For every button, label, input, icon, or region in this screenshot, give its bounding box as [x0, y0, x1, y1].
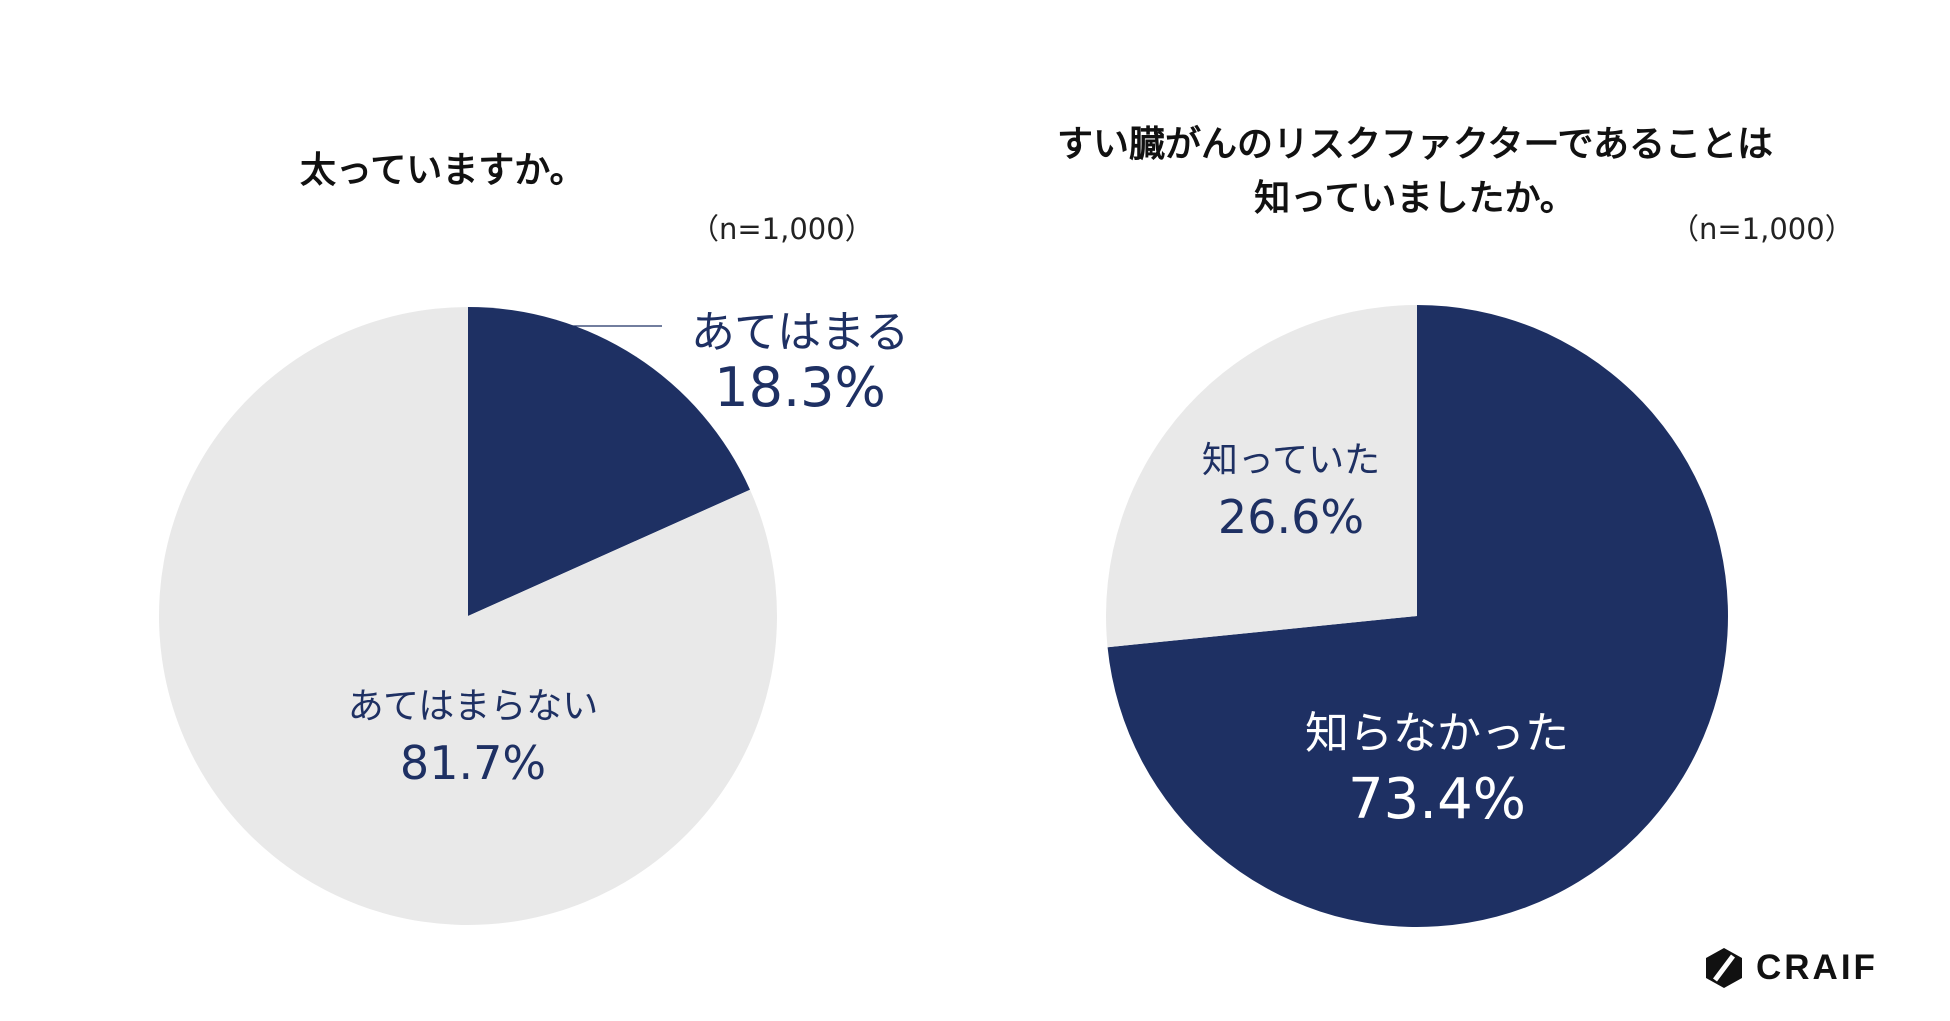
chart1-slice-atehamaranai	[158, 307, 777, 925]
chart2-slice-shitteita	[1106, 305, 1417, 648]
chart2-label-shiranakatta: 知らなかった	[1305, 708, 1569, 759]
chart2-title-line2: 知っていましたか。	[1254, 178, 1576, 219]
craif-logo: CRAIF	[1704, 945, 1878, 991]
chart2-value-shiranakatta: 73.4%	[1348, 767, 1526, 832]
logo-text: CRAIF	[1756, 948, 1878, 987]
chart1-pie	[158, 307, 777, 925]
hexagon-slash-icon	[1706, 948, 1742, 988]
chart1-title: 太っていますか。	[300, 150, 586, 191]
chart2-title-line1: すい臓がんのリスクファクターであることは	[1056, 124, 1774, 165]
chart2-title: すい臓がんのリスクファクターであることは 知っていましたか。	[1015, 118, 1815, 226]
chart2-sample-size: （n=1,000）	[1670, 212, 1854, 246]
chart2-label-shitteita: 知っていた	[1201, 440, 1381, 481]
chart2-value-shitteita: 26.6%	[1217, 490, 1365, 544]
chart1-label-atehamaru: あてはまる	[690, 307, 910, 358]
chart1-slice-atehamaru	[468, 307, 751, 616]
chart1-label-atehamaranai: あてはまらない	[347, 686, 599, 727]
chart2-slice-shiranakatta	[1107, 305, 1728, 927]
chart1-value-atehamaru: 18.3%	[714, 356, 886, 419]
chart1-value-atehamaranai: 81.7%	[399, 736, 547, 790]
chart2-pie	[1106, 305, 1728, 927]
chart1-sample-size: （n=1,000）	[690, 212, 874, 246]
